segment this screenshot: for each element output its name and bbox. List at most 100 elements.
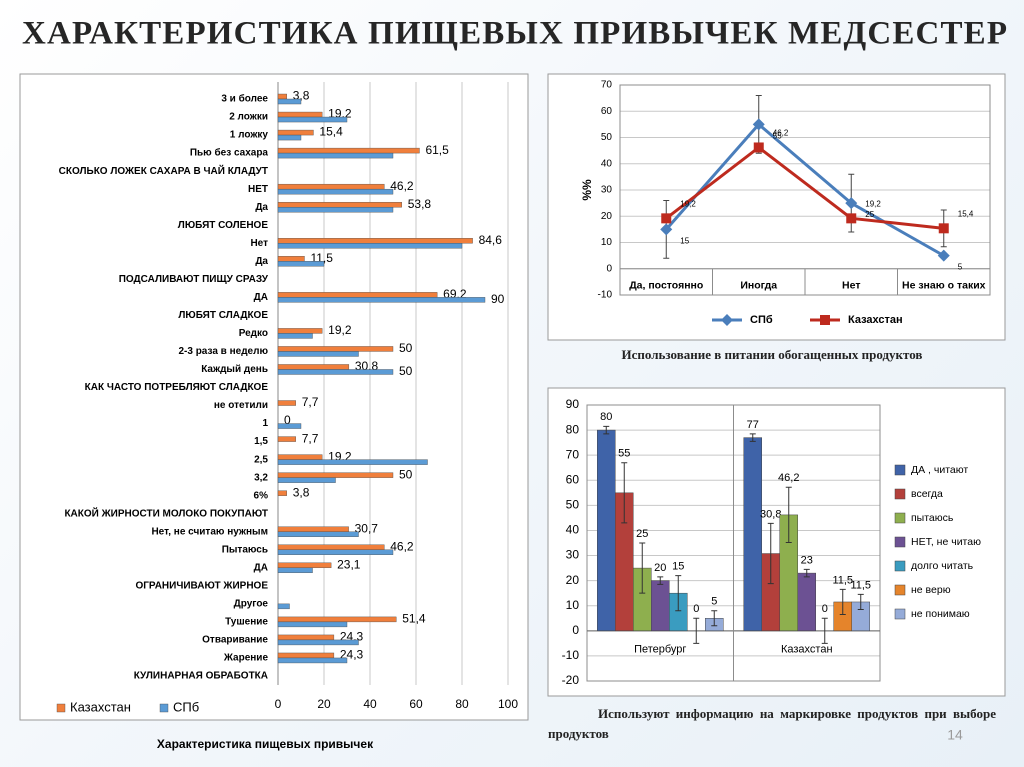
value-label: 53,8 — [408, 197, 432, 211]
y-tick-label: Пью без сахара — [190, 147, 269, 159]
bar — [277, 238, 473, 244]
bar — [277, 454, 323, 460]
error-bar — [785, 486, 792, 543]
y-tick-label: 0 — [606, 263, 612, 274]
value-label: 15,4 — [319, 125, 343, 139]
bar — [277, 152, 394, 159]
y-tick-label: 60 — [566, 472, 580, 486]
y-tick-label: 10 — [566, 598, 580, 612]
y-tick-label: Тушение — [225, 617, 268, 628]
value-label: 20 — [654, 562, 666, 574]
legend-swatch — [894, 560, 906, 572]
y-tick-label: 1 ложку — [230, 130, 269, 141]
y-tick-label: ЛЮБЯТ СОЛЕНОЕ — [178, 220, 269, 231]
error-bar — [675, 575, 682, 612]
legend-swatch — [159, 703, 169, 713]
legend-label: СПб — [750, 314, 773, 326]
slide-title: ХАРАКТЕРИСТИКА ПИЩЕВЫХ ПРИВЫЧЕК МЕДСЕСТЕ… — [22, 16, 1007, 52]
x-tick-label: Петербург — [634, 644, 686, 656]
value-label: 61,5 — [425, 143, 449, 157]
error-bar — [803, 568, 810, 578]
error-bar — [621, 462, 628, 524]
y-tick-label: 20 — [601, 211, 613, 222]
value-label: 30,7 — [355, 521, 379, 535]
x-tick-label: 20 — [317, 697, 331, 711]
y-tick-label: 30 — [566, 548, 580, 562]
y-tick-label: 80 — [566, 422, 580, 436]
y-tick-label: 30 — [601, 185, 613, 196]
value-label: 11,5 — [832, 574, 853, 586]
y-tick-label: ДА — [254, 292, 268, 303]
bar — [277, 472, 394, 478]
bar — [277, 562, 332, 569]
value-label: 23 — [801, 554, 813, 566]
value-label: 15 — [672, 561, 684, 573]
value-label: 46,2 — [390, 539, 414, 553]
legend-swatch — [56, 703, 66, 713]
chart-frame — [19, 73, 529, 721]
error-bar — [657, 576, 664, 585]
bar — [797, 572, 816, 632]
legend-label: Казахстан — [848, 314, 903, 326]
bar — [277, 98, 302, 105]
y-tick-label: 1 — [262, 418, 268, 429]
legend-swatch — [894, 488, 906, 500]
y-tick-label: -20 — [562, 673, 580, 687]
bar — [277, 346, 394, 352]
value-label: 0 — [822, 603, 828, 615]
bar — [651, 580, 670, 632]
value-label: 77 — [747, 419, 759, 431]
value-label: 50 — [399, 467, 413, 481]
value-label: 15,4 — [958, 209, 974, 218]
y-tick-label: 1,5 — [254, 436, 268, 447]
y-tick-label: Пытаюсь — [222, 544, 268, 555]
chart-frame — [547, 73, 1006, 341]
bar — [277, 634, 335, 641]
y-tick-label: 40 — [566, 523, 580, 537]
y-tick-label: 6% — [254, 490, 269, 501]
bar — [277, 111, 323, 118]
y-tick-label: 3,2 — [254, 472, 268, 483]
bar — [277, 243, 463, 249]
bar — [277, 129, 314, 136]
bar — [277, 297, 486, 303]
value-label: 90 — [491, 292, 505, 306]
bar — [277, 436, 296, 442]
bar — [277, 134, 302, 141]
value-label: 7,7 — [302, 431, 319, 445]
value-label: 7,7 — [302, 395, 319, 409]
value-label: 0 — [284, 413, 291, 427]
error-bar — [639, 542, 646, 594]
legend-swatch — [894, 464, 906, 476]
error-bar — [711, 610, 718, 627]
bar — [277, 616, 397, 623]
bar — [277, 369, 394, 375]
bar — [597, 429, 616, 632]
y-tick-label: ПОДСАЛИВАЮТ ПИЩУ СРАЗУ — [119, 274, 269, 285]
bar — [277, 567, 313, 574]
error-bar — [857, 593, 864, 610]
bar — [277, 603, 290, 610]
bar — [277, 652, 335, 659]
y-tick-label: Нет — [250, 238, 268, 249]
x-tick-label: 40 — [363, 697, 377, 711]
y-tick-label: 50 — [566, 498, 580, 512]
x-tick-label: Да, постоянно — [629, 280, 703, 292]
value-label: 55 — [773, 131, 782, 140]
legend-label: долго читать — [911, 560, 974, 572]
value-label: 0 — [693, 603, 699, 615]
bar — [743, 437, 762, 632]
error-bar — [603, 425, 610, 435]
bar — [277, 544, 385, 550]
x-tick-label: 60 — [409, 697, 423, 711]
value-label: 46,2 — [390, 179, 414, 193]
marker — [845, 197, 858, 210]
value-label: 5 — [711, 596, 717, 608]
y-tick-label: 90 — [566, 397, 580, 411]
value-label: 51,4 — [402, 612, 426, 626]
y-tick-label: Каждый день — [201, 364, 268, 375]
y-tick-label: -10 — [562, 648, 580, 662]
y-tick-label: 40 — [601, 158, 613, 169]
bar — [277, 423, 302, 429]
